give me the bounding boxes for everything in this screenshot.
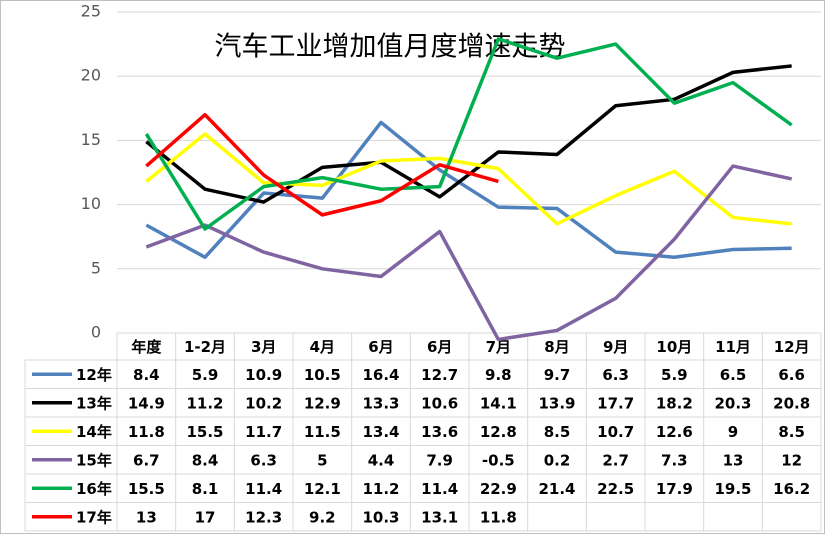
table-cell: 8.5 <box>778 423 805 441</box>
table-cell: 22.9 <box>480 480 517 498</box>
table-cell: 13.6 <box>421 423 458 441</box>
x-tick-label: 8月 <box>544 338 569 356</box>
table-cell: 11.2 <box>362 480 399 498</box>
table-cell: 9.2 <box>309 508 336 526</box>
table-cell: 5 <box>317 451 327 469</box>
table-cell: 21.4 <box>538 480 575 498</box>
table-cell: 9 <box>728 423 738 441</box>
table-cell: 15.5 <box>128 480 165 498</box>
table-cell: 0.2 <box>544 451 571 469</box>
chart-title: 汽车工业增加值月度增速走势 <box>215 32 566 63</box>
legend-label: 14年 <box>76 423 112 441</box>
x-tick-label: 11月 <box>715 338 751 356</box>
table-cell: 5.9 <box>192 366 219 384</box>
legend-label: 16年 <box>76 480 112 498</box>
y-tick-label: 10 <box>81 194 101 213</box>
y-tick-label: 20 <box>81 66 101 85</box>
x-tick-label: 6月 <box>368 338 393 356</box>
y-tick-label: 15 <box>81 130 101 149</box>
table-cell: 6.5 <box>720 366 747 384</box>
y-tick-label: 0 <box>91 323 101 342</box>
series-line <box>145 112 499 217</box>
legend-label: 17年 <box>76 508 112 526</box>
table-cell: 16.4 <box>362 366 399 384</box>
table-cell: 13 <box>136 508 157 526</box>
x-tick-label: 10月 <box>656 338 692 356</box>
table-cell: 11.4 <box>245 480 282 498</box>
table-cell: 12 <box>781 451 802 469</box>
table-cell: 5.9 <box>661 366 688 384</box>
table-cell: 8.4 <box>133 366 160 384</box>
table-cell: 8.5 <box>544 423 571 441</box>
x-tick-label: 7月 <box>486 338 511 356</box>
table-cell: 7.3 <box>661 451 688 469</box>
table-cell: 4.4 <box>368 451 395 469</box>
table-cell: 15.5 <box>186 423 223 441</box>
table-cell: 17.9 <box>656 480 693 498</box>
table-cell: 6.3 <box>602 366 629 384</box>
y-tick-label: 5 <box>91 258 101 277</box>
table-cell: 17.7 <box>597 394 634 412</box>
table-cell: 10.6 <box>421 394 458 412</box>
table-cell: 18.2 <box>656 394 693 412</box>
table-cell: 13 <box>723 451 744 469</box>
table-cell: 20.3 <box>714 394 751 412</box>
x-tick-label: 6月 <box>427 338 452 356</box>
table-cell: 12.7 <box>421 366 458 384</box>
table-cell: 17 <box>195 508 216 526</box>
table-cell: 14.1 <box>480 394 517 412</box>
table-cell: 16.2 <box>773 480 810 498</box>
x-tick-label: 4月 <box>310 338 335 356</box>
table-cell: 11.7 <box>245 423 282 441</box>
table-cell: -0.5 <box>482 451 515 469</box>
table-cell: 7.9 <box>426 451 453 469</box>
table-cell: 12.3 <box>245 508 282 526</box>
table-cell: 13.9 <box>538 394 575 412</box>
table-cell: 11.4 <box>421 480 458 498</box>
table-cell: 10.2 <box>245 394 282 412</box>
x-tick-label: 3月 <box>251 338 276 356</box>
table-cell: 11.2 <box>186 394 223 412</box>
x-tick-label: 1-2月 <box>184 338 226 356</box>
series-line <box>144 37 793 231</box>
table-cell: 13.1 <box>421 508 458 526</box>
table-cell: 2.7 <box>602 451 629 469</box>
x-tick-label: 9月 <box>603 338 628 356</box>
table-cell: 14.9 <box>128 394 165 412</box>
table-cell: 10.3 <box>362 508 399 526</box>
series-line <box>145 120 792 259</box>
table-cell: 8.1 <box>192 480 219 498</box>
table-cell: 10.7 <box>597 423 634 441</box>
legend-label: 12年 <box>76 366 112 384</box>
table-cell: 12.6 <box>656 423 693 441</box>
x-tick-label: 年度 <box>131 338 162 356</box>
table-cell: 12.8 <box>480 423 517 441</box>
table-cell: 9.8 <box>485 366 512 384</box>
table-cell: 11.8 <box>480 508 517 526</box>
table-cell: 11.5 <box>304 423 341 441</box>
table-cell: 12.9 <box>304 394 341 412</box>
table-cell: 19.5 <box>714 480 751 498</box>
table-cell: 22.5 <box>597 480 634 498</box>
legend-label: 13年 <box>76 394 112 412</box>
series-line <box>145 164 793 342</box>
table-cell: 12.1 <box>304 480 341 498</box>
table-cell: 20.8 <box>773 394 810 412</box>
table-cell: 10.5 <box>304 366 341 384</box>
table-cell: 13.4 <box>362 423 399 441</box>
table-cell: 8.4 <box>192 451 219 469</box>
table-cell: 11.8 <box>128 423 165 441</box>
table-cell: 6.3 <box>250 451 277 469</box>
x-tick-label: 12月 <box>774 338 810 356</box>
table-cell: 9.7 <box>544 366 571 384</box>
table-cell: 13.3 <box>362 394 399 412</box>
y-tick-label: 25 <box>81 2 101 21</box>
table-cell: 6.7 <box>133 451 160 469</box>
series-line <box>145 132 792 226</box>
table-cell: 6.6 <box>778 366 805 384</box>
legend-label: 15年 <box>76 451 112 469</box>
table-cell: 10.9 <box>245 366 282 384</box>
